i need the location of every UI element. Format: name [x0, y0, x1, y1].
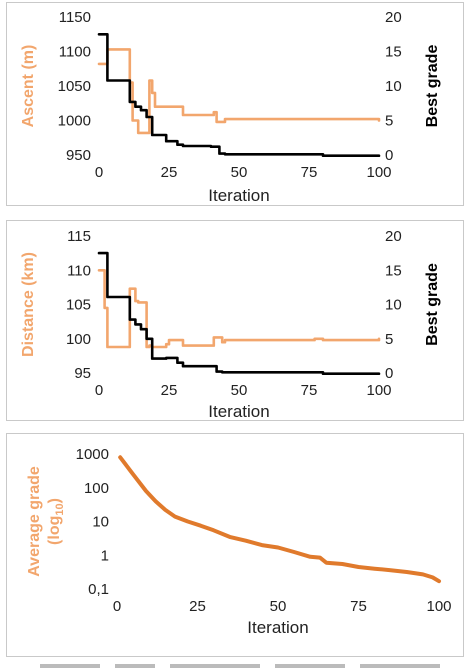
y-tick-label: 1150 [59, 9, 91, 26]
ascent-chart-panel: 0 25 50 75 100 950 1000 1050 1100 1150 0 5 10 15 20 Ite… [6, 2, 464, 206]
y-tick-label: 95 [74, 365, 91, 382]
cropped-caption-shapes [40, 664, 440, 668]
y2-tick-label: 20 [385, 9, 402, 26]
y-axis-label: Distance (km) [20, 252, 37, 357]
ascent-chart: 0 25 50 75 100 950 1000 1050 1100 1150 0 5 10 15 20 Ite… [20, 9, 441, 205]
average-grade-chart-panel: 0 25 50 75 100 0,1 1 10 100 1000 Iteration Average … [6, 433, 464, 657]
best-grade-line [97, 33, 381, 157]
y-tick-label: 10 [92, 514, 109, 531]
y-tick-label: 100 [66, 331, 91, 348]
distance-chart: 0 25 50 75 100 95 100 105 110 115 0 5 10 15 20 Iteratio… [20, 228, 441, 421]
y-tick-label: 110 [67, 262, 91, 279]
y-tick-label: 1000 [76, 446, 109, 463]
x-tick-label: 0 [95, 164, 103, 181]
y-tick-label: 1100 [59, 44, 91, 61]
y-axis-label: Ascent (m) [20, 45, 37, 128]
y2-tick-label: 10 [385, 78, 402, 95]
x-axis-label: Iteration [208, 402, 269, 421]
x-tick-label: 75 [350, 598, 367, 615]
y-tick-label: 100 [84, 480, 109, 497]
y2-axis-label: Best grade [424, 45, 441, 128]
y-axis-label-paren-close: ) [46, 498, 63, 503]
primary-series-line [97, 48, 381, 135]
y-axis-label-subscript: 10 [54, 503, 66, 515]
y-tick-label: 0,1 [88, 581, 109, 598]
x-tick-label: 25 [161, 164, 178, 181]
cropped-caption-fragment [0, 660, 474, 668]
y2-tick-label: 5 [385, 113, 393, 130]
y2-axis-label: Best grade [424, 263, 441, 346]
average-grade-line [118, 455, 441, 584]
y2-tick-label: 15 [385, 44, 402, 61]
x-tick-label: 25 [189, 598, 206, 615]
distance-chart-panel: 0 25 50 75 100 95 100 105 110 115 0 5 10 15 20 Iteratio… [6, 220, 464, 421]
y2-tick-label: 0 [385, 147, 393, 164]
y2-tick-label: 5 [385, 331, 393, 348]
x-tick-label: 25 [161, 382, 178, 399]
y2-tick-label: 10 [385, 297, 402, 314]
x-tick-label: 100 [426, 598, 451, 615]
best-grade-line [97, 251, 381, 375]
x-tick-label: 50 [270, 598, 287, 615]
y2-tick-label: 15 [385, 262, 402, 279]
y-tick-label: 950 [66, 147, 91, 164]
x-tick-label: 75 [301, 382, 318, 399]
y2-tick-label: 0 [385, 365, 393, 382]
y-axis-label-main: Average grade [26, 466, 43, 577]
x-tick-label: 50 [231, 164, 248, 181]
x-tick-label: 75 [301, 164, 318, 181]
x-tick-label: 0 [113, 598, 121, 615]
y-tick-label: 1000 [58, 113, 91, 130]
y-tick-label: 1 [101, 547, 109, 564]
x-tick-label: 100 [366, 164, 391, 181]
y2-tick-label: 20 [385, 228, 402, 245]
y-tick-label: 1050 [58, 78, 91, 95]
x-tick-label: 100 [366, 382, 391, 399]
y-tick-label: 105 [66, 297, 91, 314]
x-axis-label: Iteration [208, 186, 269, 205]
x-tick-label: 0 [95, 382, 103, 399]
x-tick-label: 50 [231, 382, 248, 399]
primary-series-line [97, 269, 381, 349]
y-tick-label: 115 [67, 228, 91, 245]
y-axis-label: Average grade (log10) [26, 466, 66, 577]
x-axis-label: Iteration [247, 618, 308, 637]
average-grade-chart: 0 25 50 75 100 0,1 1 10 100 1000 Iteration Average … [26, 446, 452, 637]
y-axis-label-paren-open: (log [46, 516, 63, 545]
